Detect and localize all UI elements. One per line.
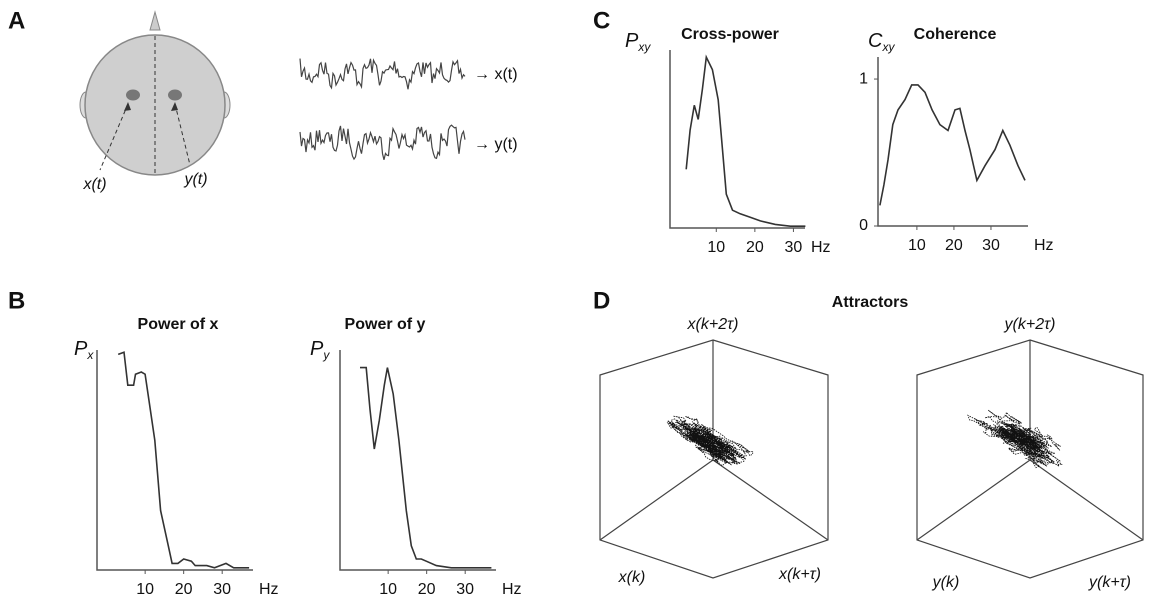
y-label-main: P [74, 338, 88, 360]
x-axis-label: Hz [502, 581, 522, 594]
chart-title: Power of y [345, 316, 426, 333]
y-label-main: P [625, 30, 639, 52]
x-tick-label: 10 [908, 237, 926, 254]
y-label-sub: y [322, 348, 330, 362]
x-tick-label: 10 [707, 239, 725, 256]
signal-label: → x(t) [474, 66, 518, 83]
y-tick-label: 0 [859, 217, 868, 234]
spectrum-line [360, 366, 492, 569]
y-axis-label: Cxy [868, 30, 895, 54]
y-label-main: P [310, 338, 324, 360]
y-axis-label: Pxy [625, 30, 651, 54]
x-tick-label: 20 [746, 239, 764, 256]
x-tick-label: 30 [213, 581, 231, 594]
axis-label: x(k+2τ) [687, 316, 739, 333]
y-axis-label: Py [310, 338, 330, 362]
y-label-sub: xy [637, 40, 651, 54]
axis-label: x(k+τ) [778, 566, 821, 583]
x-tick-label: 20 [945, 237, 963, 254]
axis [339, 350, 496, 571]
y-label-main: C [868, 30, 883, 52]
eeg-trace [299, 124, 466, 161]
x-axis-label: Hz [811, 239, 831, 256]
x-tick-label: 30 [982, 237, 1000, 254]
axis [669, 50, 805, 229]
x-tick-label: 20 [175, 581, 193, 594]
x-tick-label: 20 [418, 581, 436, 594]
y-label-sub: xy [881, 40, 895, 54]
spectrum-line [117, 351, 250, 569]
head-diagram [79, 10, 231, 176]
y-tick-label: 1 [859, 70, 868, 87]
panel-letter: A [8, 7, 25, 34]
x-axis-label: Hz [259, 581, 279, 594]
axis-label: y(k+2τ) [1004, 316, 1056, 333]
axis [877, 57, 1028, 227]
x-tick-label: 30 [785, 239, 803, 256]
chart-title: Power of x [138, 316, 219, 333]
axis-label: x(k) [618, 569, 646, 586]
sensor-label: y(t) [183, 171, 207, 188]
chart-title: Cross-power [681, 26, 779, 43]
panel-letter: B [8, 287, 25, 314]
chart-title: Coherence [914, 26, 997, 43]
y-axis-label: Px [74, 338, 94, 362]
attractor-cube [916, 339, 1144, 579]
x-tick-label: 10 [379, 581, 397, 594]
spectrum-line [879, 84, 1026, 206]
attractor-cube [599, 339, 829, 579]
axis-label: y(k+τ) [1088, 574, 1131, 591]
x-tick-label: 30 [456, 581, 474, 594]
sensor-label: x(t) [82, 176, 106, 193]
panel-letter: C [593, 7, 610, 34]
panel-letter: D [593, 287, 610, 314]
axis-label: y(k) [932, 574, 960, 591]
y-label-sub: x [86, 348, 94, 362]
spectrum-line [685, 54, 806, 227]
attractor-trajectory [967, 409, 1063, 469]
x-tick-label: 10 [136, 581, 154, 594]
signal-label: → y(t) [474, 136, 518, 153]
eeg-trace [299, 58, 466, 90]
x-axis-label: Hz [1034, 237, 1054, 254]
panel-title: Attractors [832, 294, 909, 311]
axis [96, 350, 253, 571]
attractor-trajectory [666, 415, 754, 467]
